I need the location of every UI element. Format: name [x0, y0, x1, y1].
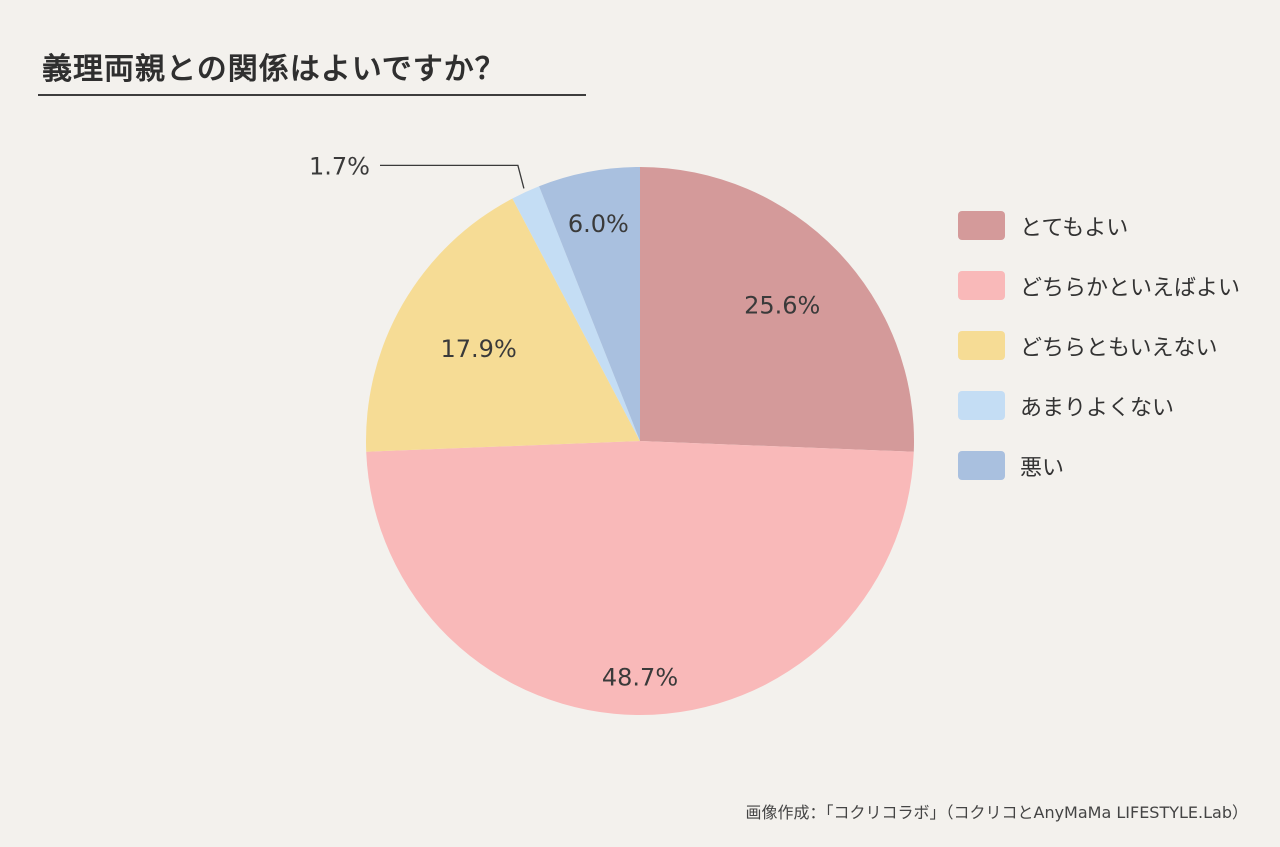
- legend-label: あまりよくない: [1020, 396, 1175, 421]
- legend-item: どちらかといえばよい: [958, 266, 1258, 326]
- pie-slice: [539, 167, 640, 441]
- legend-item: とてもよい: [958, 206, 1258, 266]
- legend-label: 悪い: [1020, 456, 1065, 481]
- title-block: 義理両親との関係はよいですか？: [38, 40, 586, 96]
- legend-item: どちらともいえない: [958, 326, 1258, 386]
- pie-slice: [366, 198, 640, 452]
- legend-swatch: [958, 271, 1005, 300]
- slice-value-label: 1.7%: [309, 152, 370, 180]
- legend: とてもよい どちらかといえばよい どちらともいえない あまりよくない 悪い: [958, 206, 1258, 506]
- pie-slices: [366, 167, 915, 715]
- legend-swatch: [958, 391, 1005, 420]
- pie-slice: [640, 167, 915, 452]
- slice-value-label: 25.6%: [744, 291, 820, 319]
- legend-swatch: [958, 451, 1005, 480]
- image-credit: 画像作成：「コクリコラボ」（コクリコとAnyMaMa LIFESTYLE.Lab…: [745, 803, 1249, 822]
- pie-labels: 25.6% 48.7% 17.9% 1.7% 6.0%: [309, 152, 820, 691]
- legend-item: あまりよくない: [958, 386, 1258, 446]
- slice-value-label: 6.0%: [568, 210, 629, 238]
- legend-item: 悪い: [958, 446, 1258, 506]
- legend-swatch: [958, 211, 1005, 240]
- legend-label: どちらかといえばよい: [1020, 276, 1241, 301]
- slice-value-label: 48.7%: [602, 664, 678, 692]
- pie-slice: [512, 186, 640, 441]
- legend-label: どちらともいえない: [1020, 336, 1218, 361]
- legend-swatch: [958, 331, 1005, 360]
- leader-line: [380, 164, 525, 189]
- slice-value-label: 17.9%: [441, 335, 517, 363]
- chart-title: 義理両親との関係はよいですか？: [42, 52, 506, 87]
- legend-label: とてもよい: [1020, 216, 1129, 241]
- pie-slice: [366, 441, 914, 715]
